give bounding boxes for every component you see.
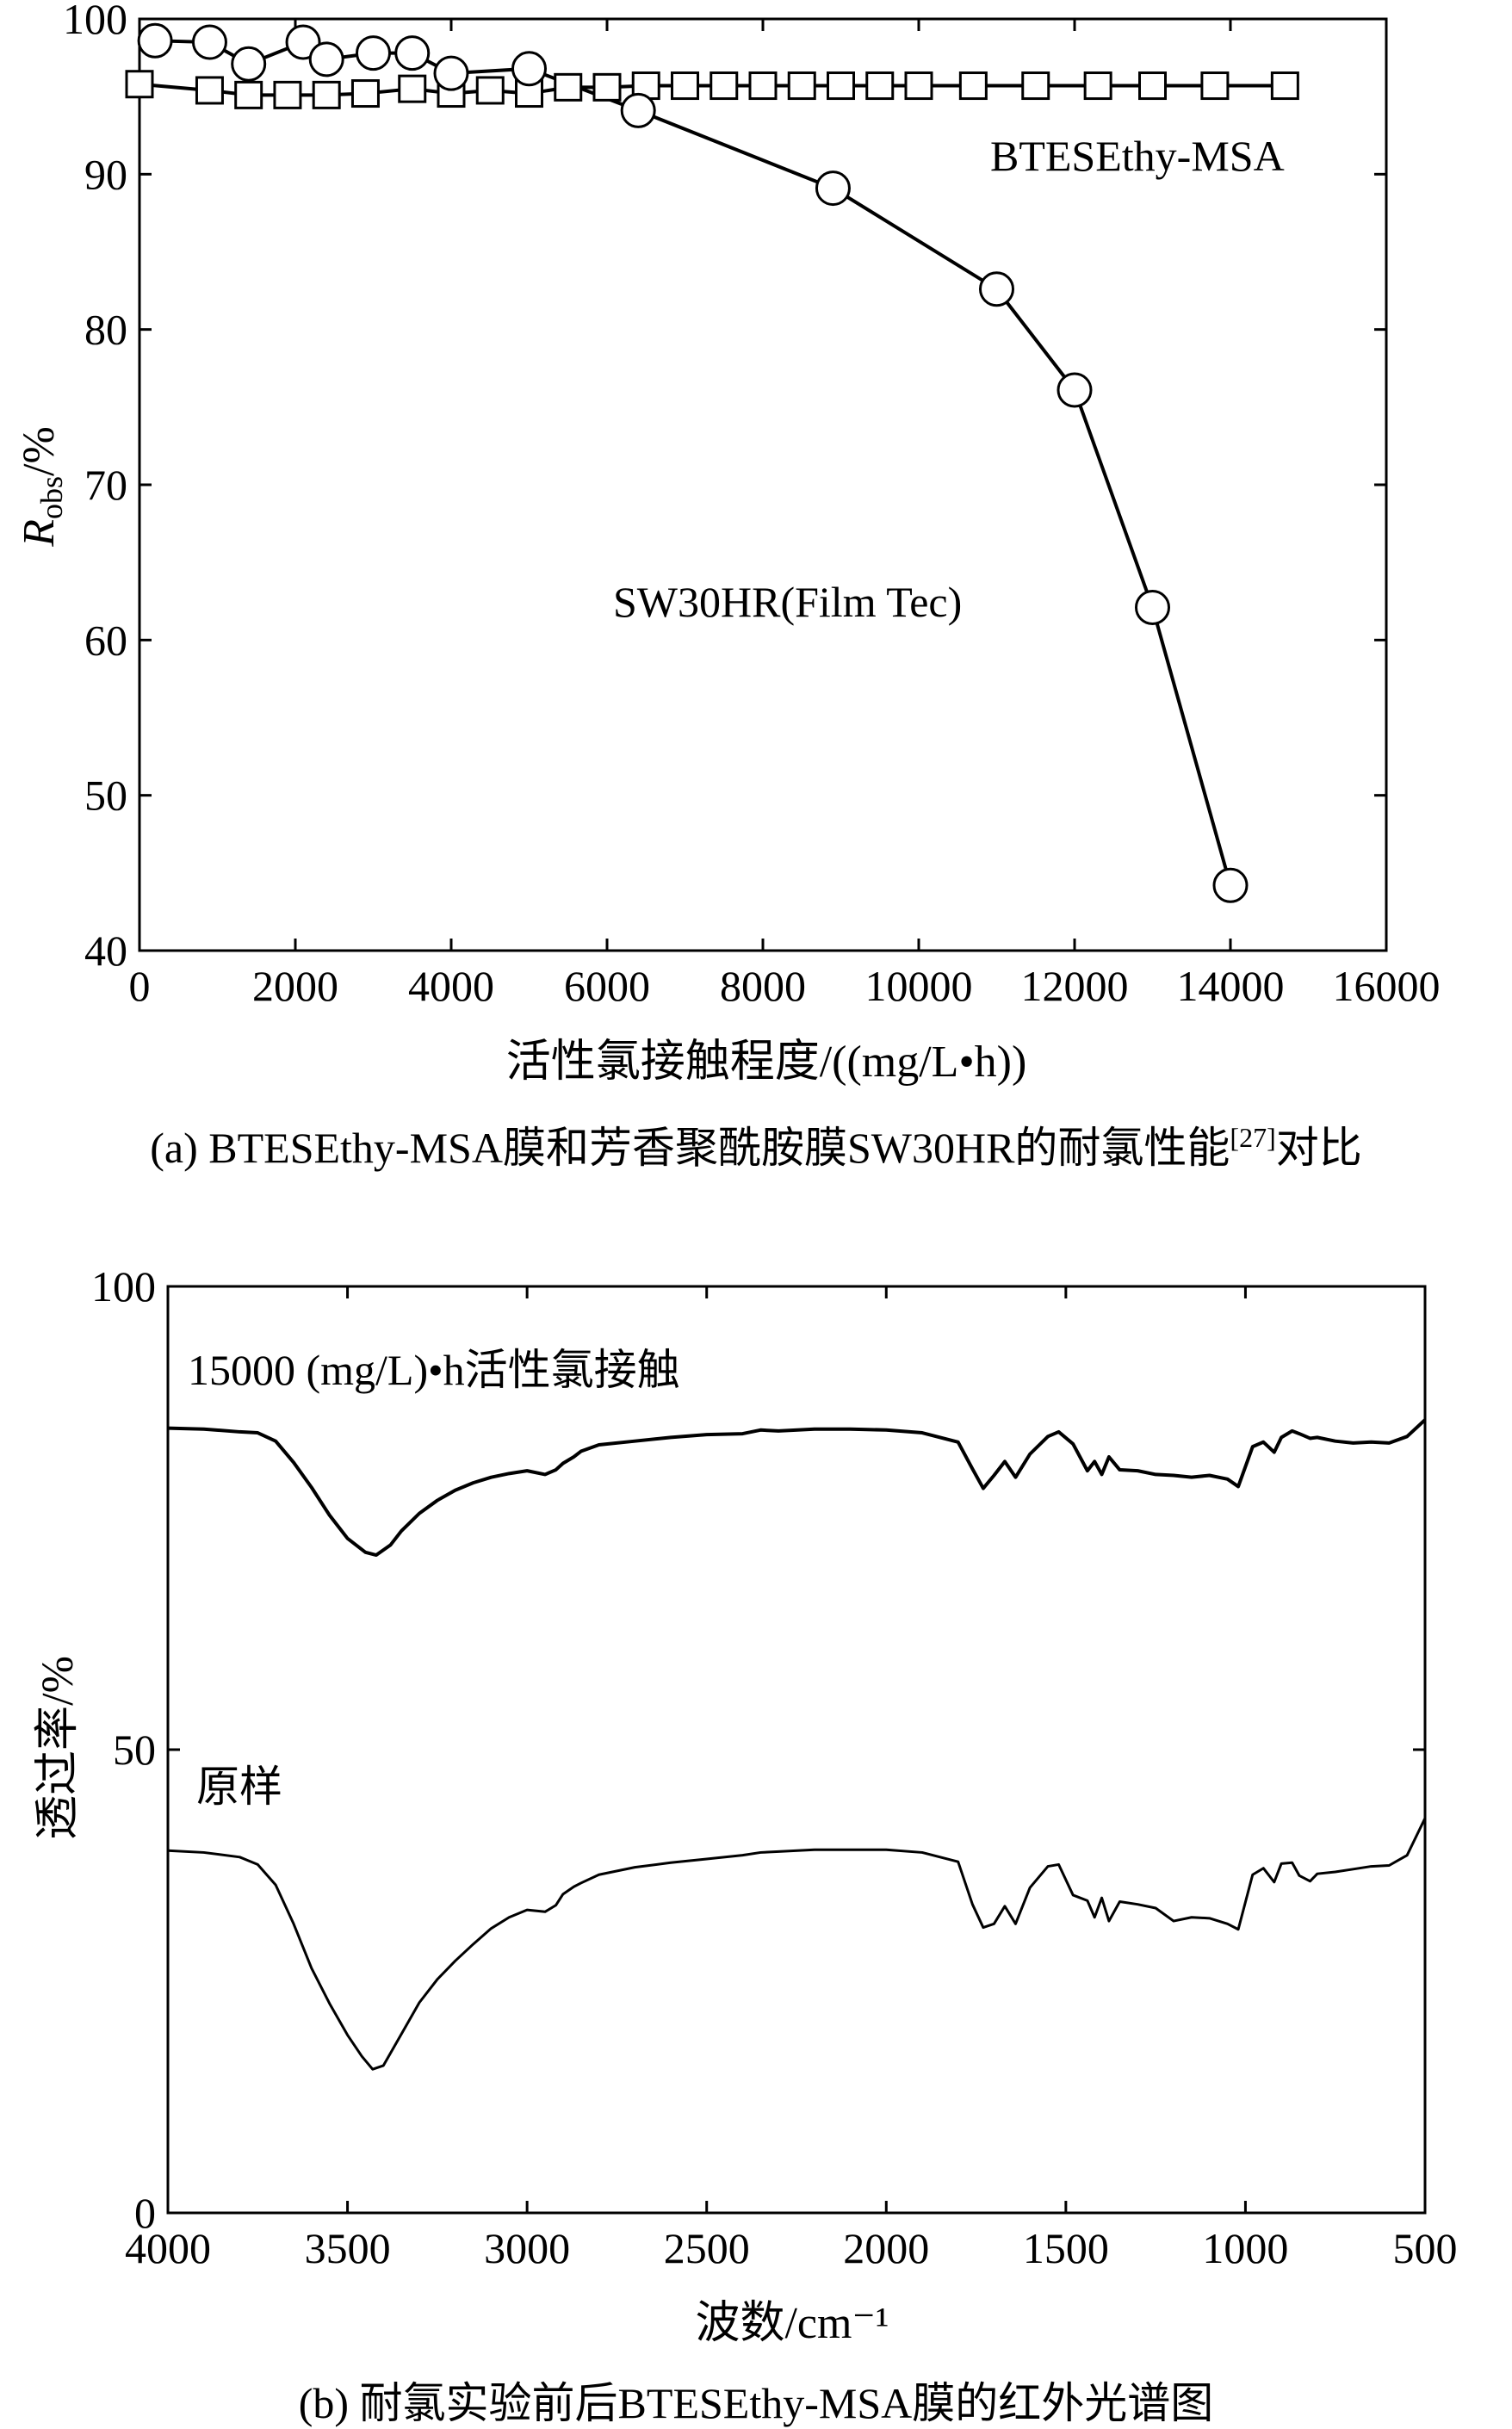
y-tick-label: 100 [63,0,127,43]
data-point-circle [815,170,851,207]
caption-a-main: (a) BTESEthy-MSA膜和芳香聚酰胺膜SW30HR的耐氯性能 [150,1124,1230,1172]
data-point-square [398,74,427,103]
panel-a-y-ticks: 40 50 60 70 80 90 100 [63,0,1386,975]
data-point-circle [620,92,656,128]
data-point-square [748,71,778,101]
data-point-square [592,72,622,102]
y-tick-label: 90 [84,150,127,198]
data-point-circle [137,22,173,59]
data-point-square [958,71,988,101]
ylabel-sub: obs [34,476,69,519]
data-point-circle [1057,372,1093,408]
annotation-pristine: 原样 [196,1763,282,1811]
y-tick-label: 100 [91,1262,156,1311]
spectrum-pristine [167,1817,1427,2071]
data-point-square [787,71,816,101]
panel-b-plot-frame [166,1285,1427,2215]
x-tick-label: 3000 [484,2224,570,2272]
data-point-square [475,76,505,105]
data-point-square [1138,71,1167,101]
ylabel-unit: /% [15,426,64,476]
data-point-square [1021,71,1050,101]
panel-a: 0 2000 4000 6000 8000 10000 12000 14000 16000 40… [15,0,1441,1172]
annotation-btesethy-msa: BTESEthy-MSA [990,132,1285,180]
ylabel-main: R [15,519,64,548]
panel-a-series [125,22,1299,903]
panel-a-y-axis-title: Robs/% [15,426,69,548]
panel-b-caption: (b) 耐氯实验前后BTESEthy-MSA膜的红外光谱图 [299,2379,1214,2427]
caption-a-tail: 对比 [1276,1124,1362,1172]
data-point-circle [394,35,431,71]
y-tick-label: 0 [134,2189,156,2237]
x-tick-label: 3500 [305,2224,391,2272]
y-tick-label: 60 [84,616,127,664]
caption-a-ref: [27] [1230,1122,1275,1153]
y-tick-label: 80 [84,306,127,354]
y-tick-label: 70 [84,461,127,509]
data-point-circle [231,46,267,82]
data-point-square [312,80,341,109]
x-tick-label: 500 [1393,2224,1458,2272]
data-point-circle [308,41,344,77]
x-tick-label: 1000 [1202,2224,1288,2272]
x-tick-label: 1500 [1023,2224,1109,2272]
x-tick-label: 4000 [125,2224,211,2272]
x-tick-label: 4000 [408,962,494,1010]
data-point-circle [1135,589,1170,625]
panel-b: 4000 3500 3000 2500 2000 1500 1000 500 0 50 100 1… [34,1262,1458,2427]
data-point-square [904,71,933,101]
x-tick-label: 12000 [1021,962,1129,1010]
panel-a-caption: (a) BTESEthy-MSA膜和芳香聚酰胺膜SW30HR的耐氯性能[27]对… [150,1122,1361,1172]
panel-b-y-axis-title: 透过率/% [34,1656,83,1840]
data-point-square [671,71,699,101]
y-tick-label: 50 [84,771,127,820]
data-point-square [350,79,380,108]
x-tick-label: 2000 [843,2224,929,2272]
data-point-circle [1212,867,1249,903]
data-point-square [710,71,739,101]
data-point-square [1270,71,1299,101]
y-tick-label: 50 [113,1726,156,1774]
panel-b-series [167,1418,1427,2071]
x-tick-label: 0 [129,962,151,1010]
x-tick-label: 6000 [564,962,650,1010]
spectrum-chlorine-exposed [167,1418,1427,1558]
data-point-square [827,71,855,101]
panel-b-y-ticks: 0 50 100 [91,1262,1425,2237]
panel-a-x-axis-title: 活性氯接触程度/((mg/L•h)) [506,1038,1027,1087]
x-tick-label: 8000 [720,962,806,1010]
x-tick-label: 16000 [1333,962,1441,1010]
data-point-square [554,72,583,102]
data-point-square [125,70,154,99]
panel-a-x-ticks: 0 2000 4000 6000 8000 10000 12000 14000 16000 [129,19,1441,1010]
data-point-square [1083,71,1112,101]
panel-b-x-ticks: 4000 3500 3000 2500 2000 1500 1000 500 [125,1286,1458,2272]
data-point-circle [356,35,391,71]
x-tick-label: 10000 [865,962,973,1010]
data-point-square [234,80,263,109]
x-tick-label: 2000 [252,962,338,1010]
y-tick-label: 40 [84,926,127,975]
x-tick-label: 14000 [1177,962,1285,1010]
data-point-circle [433,55,469,91]
annotation-chlorine-exposed: 15000 (mg/L)•h活性氯接触 [188,1346,680,1394]
data-point-square [273,80,302,109]
data-point-square [1200,71,1230,101]
data-point-circle [191,24,227,60]
x-tick-label: 2500 [664,2224,750,2272]
data-point-circle [979,271,1014,307]
annotation-sw30hr: SW30HR(Film Tec) [613,578,962,626]
panel-b-x-axis-title: 波数/cm⁻¹ [695,2299,889,2348]
data-point-circle [511,51,547,87]
data-point-square [865,71,895,101]
data-point-square [195,76,224,105]
